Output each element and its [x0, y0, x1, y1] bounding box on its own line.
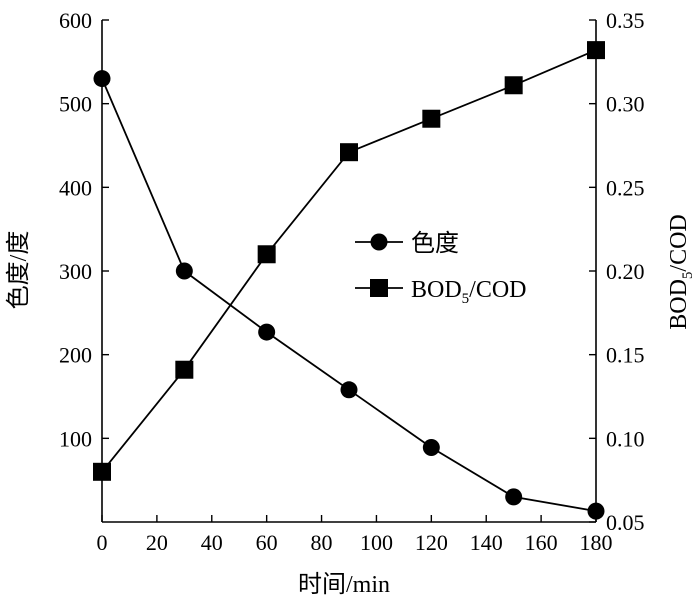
- x-tick-label: 100: [360, 530, 393, 555]
- right-y-tick-label: 0.10: [606, 426, 645, 451]
- series-1-point: [93, 70, 111, 88]
- x-tick-label: 80: [311, 530, 333, 555]
- series-2-point: [93, 462, 111, 481]
- left-y-tick-label: 300: [59, 259, 92, 284]
- series-1-point: [175, 262, 193, 280]
- x-axis-ticks: 0 20 40 60 80 100 120 140 160 180: [97, 515, 613, 555]
- x-tick-label: 40: [201, 530, 223, 555]
- right-y-tick-label: 0.35: [606, 8, 645, 33]
- x-tick-label: 180: [580, 530, 613, 555]
- right-y-tick-label: 0.20: [606, 259, 645, 284]
- x-tick-label: 60: [256, 530, 278, 555]
- series-2-point: [257, 245, 276, 264]
- left-y-tick-label: 100: [59, 426, 92, 451]
- series-1-point: [587, 502, 605, 520]
- right-y-tick-label: 0.15: [606, 343, 645, 368]
- series-1-point: [422, 439, 440, 457]
- legend-label-2-subscript: 5: [462, 291, 470, 307]
- x-tick-label: 0: [97, 530, 108, 555]
- series-1-point: [258, 323, 276, 341]
- right-y-axis-title-subscript: 5: [680, 272, 696, 280]
- series-2-point: [175, 360, 194, 379]
- left-y-tick-label: 400: [59, 175, 92, 200]
- x-axis-title: 时间/min: [298, 571, 390, 598]
- left-y-tick-label: 500: [59, 92, 92, 117]
- x-tick-label: 140: [470, 530, 503, 555]
- series-1-point: [505, 488, 523, 506]
- legend: 色度 BOD5/COD: [355, 230, 527, 307]
- left-y-tick-label: 200: [59, 343, 92, 368]
- x-tick-label: 20: [146, 530, 168, 555]
- series-line-2: [101, 49, 597, 473]
- right-y-axis-title-prefix: BOD: [666, 279, 692, 330]
- right-y-axis-title-suffix: /COD: [666, 214, 692, 271]
- x-tick-label: 160: [525, 530, 558, 555]
- legend-marker-square: [370, 279, 388, 297]
- series-1-point: [340, 381, 358, 399]
- legend-label-2-suffix: /COD: [469, 277, 526, 303]
- legend-label-2-prefix: BOD: [411, 277, 462, 303]
- x-tick-label: 120: [415, 530, 448, 555]
- legend-label-1: 色度: [411, 230, 459, 257]
- left-y-axis-title: 色度/度: [5, 231, 32, 310]
- left-y-axis-ticks: 100 200 300 400 500 600: [59, 8, 109, 451]
- right-y-tick-label: 0.30: [606, 92, 645, 117]
- series-2-point: [340, 143, 358, 162]
- legend-label-2: BOD5/COD: [411, 277, 527, 307]
- series-2-point: [422, 109, 441, 128]
- legend-marker-circle: [370, 233, 388, 251]
- series-2-point: [587, 41, 605, 60]
- right-y-tick-label: 0.05: [606, 510, 645, 535]
- right-y-axis-title: BOD5/COD: [666, 214, 696, 330]
- left-y-tick-label: 600: [59, 8, 92, 33]
- right-y-axis-ticks: 0.05 0.10 0.15 0.20 0.25 0.30 0.35: [589, 8, 645, 535]
- right-y-tick-label: 0.25: [606, 175, 645, 200]
- series-layer: [93, 41, 605, 520]
- series-2-point: [504, 76, 523, 95]
